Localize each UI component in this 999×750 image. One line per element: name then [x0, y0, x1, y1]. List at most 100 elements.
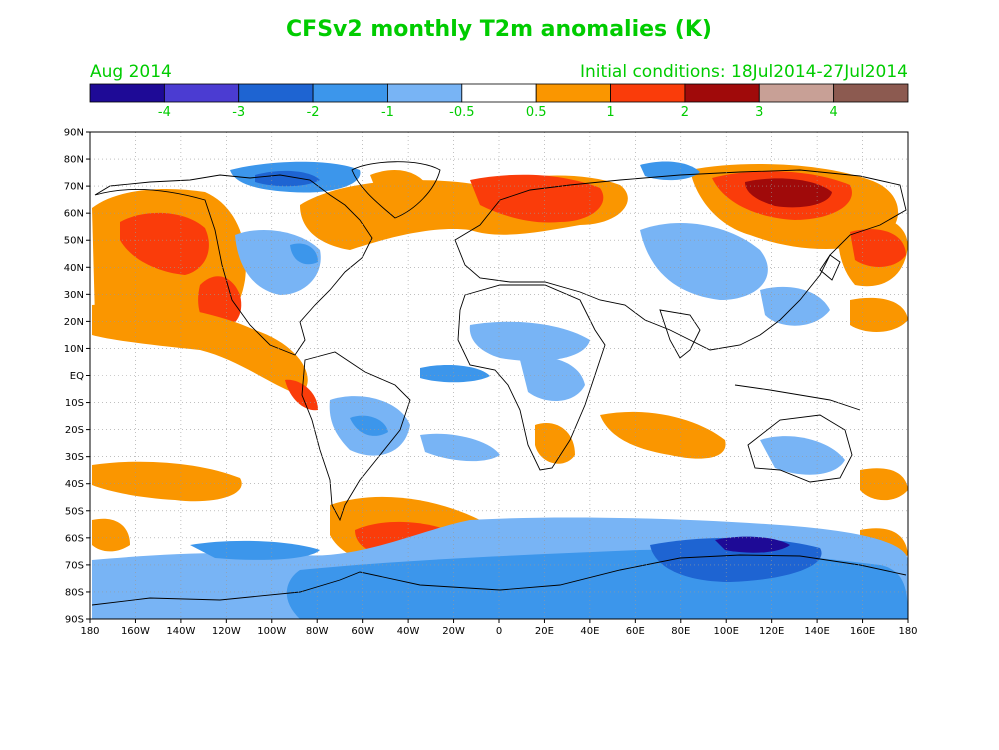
lon-tick-label: 160E	[850, 626, 875, 637]
cold-arctic-canada-core	[255, 170, 320, 187]
warm-south-africa	[535, 423, 575, 464]
cold-hudson	[290, 243, 318, 265]
cold-australia	[760, 436, 845, 475]
warm-west-pacific	[850, 297, 908, 332]
lon-tick-label: 100E	[714, 626, 739, 637]
colorbar-swatch	[312, 83, 388, 103]
lon-tick-label: 120E	[759, 626, 784, 637]
colorbar-label: 4	[829, 105, 837, 120]
lon-tick-label: 20W	[442, 626, 465, 637]
lat-tick-label: 90N	[64, 128, 84, 139]
warm-east-pacific	[92, 303, 308, 395]
colorbar-label: -1	[381, 105, 394, 120]
warm-south-pacific-east	[860, 468, 908, 501]
lat-tick-label: 10N	[64, 344, 84, 355]
colorbar-swatch	[535, 83, 611, 103]
grid	[90, 132, 908, 619]
colorbar-swatch	[684, 83, 760, 103]
warm-south-indian	[600, 411, 726, 459]
lon-tick-label: 180	[898, 626, 917, 637]
lat-tick-label: 30N	[64, 290, 84, 301]
lat-tick-label: 50N	[64, 236, 84, 247]
warm-sw-pacific	[92, 518, 130, 552]
colorbar-swatch	[758, 83, 835, 103]
lon-tick-label: 20E	[535, 626, 554, 637]
lon-tick-label: 80W	[306, 626, 329, 637]
coast-north-america	[94, 174, 373, 356]
figure-title: CFSv2 monthly T2m anomalies (K)	[286, 17, 712, 42]
lat-tick-label: 80S	[65, 587, 84, 598]
coast-indonesia	[734, 384, 861, 411]
warm-greenland	[370, 170, 430, 206]
lon-tick-label: 0	[496, 626, 502, 637]
lat-tick-label: 40N	[64, 263, 84, 274]
lon-tick-label: 40E	[580, 626, 599, 637]
warm-nw-pacific-core	[850, 229, 906, 267]
coast-india	[659, 309, 701, 359]
colorbar: -4 -3 -2 -1 -0.5 0.5 1 2 3 4	[89, 83, 909, 120]
colorbar-label: 1	[606, 105, 614, 120]
lon-tick-label: 100W	[257, 626, 286, 637]
coast-africa	[457, 284, 606, 471]
colorbar-swatch	[163, 83, 240, 103]
cold-amazon-core	[350, 415, 388, 436]
lat-tick-label: 50S	[65, 506, 84, 517]
colorbar-label: -3	[232, 105, 245, 120]
lon-tick-label: 60W	[351, 626, 374, 637]
lat-tick-label: 10S	[65, 398, 84, 409]
coast-japan	[819, 254, 841, 281]
cold-asia	[640, 222, 768, 300]
lat-tick-label: 30S	[65, 452, 84, 463]
warm-peru	[285, 379, 318, 411]
coast-eurasia	[454, 169, 907, 351]
coast-australia	[747, 414, 853, 483]
lat-tick-label: 60S	[65, 533, 84, 544]
anomaly-field	[92, 161, 908, 619]
lat-tick-label: 20S	[65, 425, 84, 436]
lat-tick-label: 40S	[65, 479, 84, 490]
lat-tick-label: 70S	[65, 560, 84, 571]
cold-gulf-guinea	[420, 364, 490, 383]
warm-europe-core	[470, 174, 604, 223]
lon-tick-label: 80E	[671, 626, 690, 637]
lat-tick-label: 60N	[64, 209, 84, 220]
lon-tick-label: 60E	[626, 626, 645, 637]
cold-east-siberia	[640, 161, 700, 181]
cold-east-asia	[760, 286, 830, 326]
lon-tick-label: 140E	[804, 626, 829, 637]
forecast-month: Aug 2014	[90, 62, 172, 82]
latitude-axis: 90N 80N 70N 60N 50N 40N 30N 20N 10N EQ 10S 20S 30S 40…	[64, 128, 90, 626]
warm-siberia-max	[745, 178, 832, 208]
colorbar-label: 2	[681, 105, 689, 120]
colorbar-swatch	[461, 83, 537, 103]
lon-tick-label: 140W	[166, 626, 195, 637]
colorbar-label: 0.5	[526, 105, 547, 120]
lon-tick-label: 180	[80, 626, 99, 637]
cold-east-antarctic-max	[715, 536, 790, 553]
colorbar-swatch	[238, 83, 314, 103]
coastlines	[91, 161, 907, 606]
colorbar-swatch	[610, 83, 686, 103]
colorbar-label: 3	[755, 105, 763, 120]
warm-south-pacific	[92, 461, 242, 502]
colorbar-label: -4	[158, 105, 171, 120]
cold-central-africa	[520, 357, 585, 402]
lat-tick-label: 20N	[64, 317, 84, 328]
colorbar-label: -2	[307, 105, 320, 120]
cold-sahel	[469, 321, 590, 361]
warm-ne-pacific-core	[120, 212, 209, 275]
colorbar-label: -0.5	[449, 105, 474, 120]
coast-antarctica	[91, 554, 907, 606]
longitude-axis: 180 160W 140W 120W 100W 80W 60W 40W 20W 0 20E 40E 60…	[80, 619, 918, 637]
initial-conditions: Initial conditions: 18Jul2014-27Jul2014	[580, 62, 908, 82]
colorbar-swatch	[833, 83, 909, 103]
cold-pacific-sector	[190, 540, 320, 560]
lat-tick-label: EQ	[70, 371, 84, 382]
lat-tick-label: 90S	[65, 615, 84, 626]
lon-tick-label: 120W	[212, 626, 241, 637]
map-panel: 90N 80N 70N 60N 50N 40N 30N 20N 10N EQ 10S 20S 30S 40…	[64, 128, 918, 638]
colorbar-swatch	[387, 83, 463, 103]
colorbar-swatch	[89, 83, 165, 103]
coast-greenland	[351, 161, 441, 219]
